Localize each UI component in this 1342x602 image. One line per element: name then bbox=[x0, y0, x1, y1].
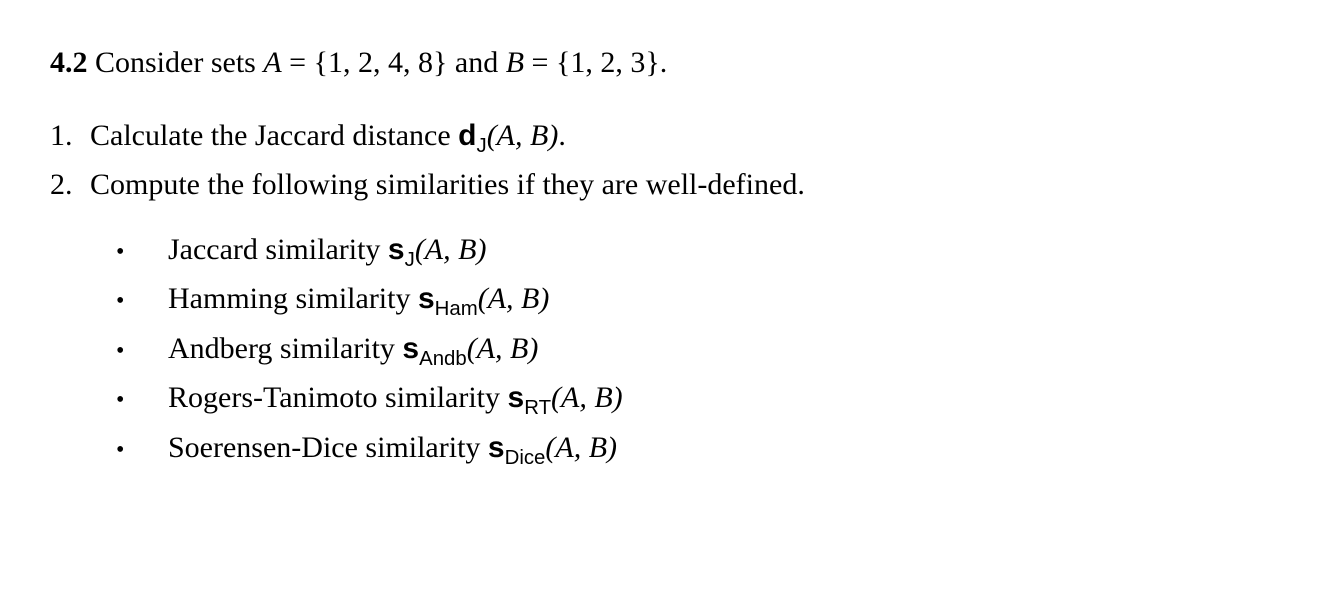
bullet-item: • Hamming similarity sHam(A, B) bbox=[110, 276, 1292, 326]
bullet-before: Andberg similarity bbox=[168, 332, 402, 365]
symbol: s bbox=[402, 332, 419, 365]
bullet-before: Soerensen-Dice similarity bbox=[168, 431, 488, 464]
bullet-item: • Andberg similarity sAndb(A, B) bbox=[110, 326, 1292, 376]
args: (A, B) bbox=[467, 332, 539, 365]
bullet-list: • Jaccard similarity sJ(A, B) • Hamming … bbox=[50, 227, 1292, 475]
item-number: 1. bbox=[50, 113, 90, 162]
bullet-icon: • bbox=[110, 432, 168, 469]
bullet-icon: • bbox=[110, 333, 168, 370]
heading-period: . bbox=[660, 46, 668, 79]
heading-connector: and bbox=[447, 46, 505, 79]
set-a-value: {1, 2, 4, 8} bbox=[314, 46, 448, 79]
exercise-heading: 4.2 Consider sets A = {1, 2, 4, 8} and B… bbox=[50, 40, 1292, 85]
subscript: J bbox=[405, 249, 415, 271]
bullet-body: Soerensen-Dice similarity sDice(A, B) bbox=[168, 425, 617, 475]
bullet-body: Hamming similarity sHam(A, B) bbox=[168, 276, 549, 326]
bullet-icon: • bbox=[110, 234, 168, 271]
bullet-item: • Soerensen-Dice similarity sDice(A, B) bbox=[110, 425, 1292, 475]
args: (A, B) bbox=[545, 431, 617, 464]
set-b-label: B bbox=[506, 46, 524, 79]
subscript: Andb bbox=[419, 348, 467, 370]
set-a-label: A bbox=[263, 46, 281, 79]
bullet-before: Jaccard similarity bbox=[168, 233, 388, 266]
bullet-body: Rogers-Tanimoto similarity sRT(A, B) bbox=[168, 375, 623, 425]
subscript: J bbox=[476, 135, 486, 157]
item-body: Compute the following similarities if th… bbox=[90, 162, 805, 207]
bullet-body: Andberg similarity sAndb(A, B) bbox=[168, 326, 538, 376]
bullet-before: Rogers-Tanimoto similarity bbox=[168, 381, 508, 414]
exercise-number: 4.2 bbox=[50, 46, 88, 79]
subscript: RT bbox=[524, 397, 551, 419]
symbol: s bbox=[418, 282, 435, 315]
bullet-item: • Jaccard similarity sJ(A, B) bbox=[110, 227, 1292, 277]
item-after: . bbox=[558, 119, 566, 152]
item-number: 2. bbox=[50, 162, 90, 207]
symbol: d bbox=[458, 119, 476, 152]
bullet-icon: • bbox=[110, 283, 168, 320]
subscript: Ham bbox=[435, 298, 478, 320]
args: (A, B) bbox=[478, 282, 550, 315]
bullet-icon: • bbox=[110, 382, 168, 419]
numbered-list: 1. Calculate the Jaccard distance dJ(A, … bbox=[50, 113, 1292, 207]
bullet-item: • Rogers-Tanimoto similarity sRT(A, B) bbox=[110, 375, 1292, 425]
subscript: Dice bbox=[505, 447, 546, 469]
item-body: Calculate the Jaccard distance dJ(A, B). bbox=[90, 113, 566, 162]
symbol: s bbox=[508, 381, 525, 414]
heading-prefix: Consider sets bbox=[95, 46, 263, 79]
set-b-value: {1, 2, 3} bbox=[556, 46, 660, 79]
item-before: Compute the following similarities if th… bbox=[90, 168, 805, 201]
args: (A, B) bbox=[415, 233, 487, 266]
bullet-body: Jaccard similarity sJ(A, B) bbox=[168, 227, 486, 277]
args: (A, B) bbox=[551, 381, 623, 414]
equals-2: = bbox=[524, 46, 556, 79]
bullet-before: Hamming similarity bbox=[168, 282, 418, 315]
equals-1: = bbox=[282, 46, 314, 79]
symbol: s bbox=[488, 431, 505, 464]
args: (A, B) bbox=[487, 119, 559, 152]
item-before: Calculate the Jaccard distance bbox=[90, 119, 458, 152]
symbol: s bbox=[388, 233, 405, 266]
numbered-item: 1. Calculate the Jaccard distance dJ(A, … bbox=[50, 113, 1292, 162]
numbered-item: 2. Compute the following similarities if… bbox=[50, 162, 1292, 207]
